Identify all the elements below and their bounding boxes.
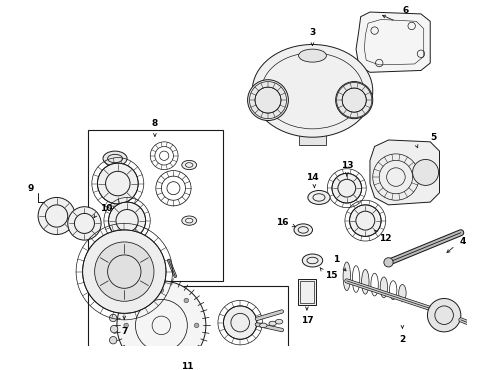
Circle shape [412,159,438,185]
Text: 5: 5 [429,133,435,142]
Circle shape [223,306,257,339]
Circle shape [194,323,198,328]
Circle shape [110,325,118,333]
Bar [88,286,288,360]
Circle shape [331,174,361,203]
Text: 14: 14 [305,172,318,182]
Circle shape [134,298,138,303]
Bar [299,281,314,303]
Ellipse shape [182,216,196,225]
Circle shape [82,230,166,313]
Circle shape [247,80,288,121]
Circle shape [97,163,138,204]
Text: 1: 1 [332,255,338,264]
Circle shape [104,292,111,299]
Circle shape [183,298,188,303]
Text: 6: 6 [401,6,408,15]
Ellipse shape [293,224,312,236]
Text: 17: 17 [300,316,313,325]
Circle shape [183,348,188,353]
Ellipse shape [130,244,150,256]
Circle shape [109,314,117,322]
Circle shape [426,299,460,332]
Ellipse shape [268,321,276,326]
Text: 3: 3 [309,28,315,37]
Ellipse shape [275,319,282,324]
Polygon shape [355,12,429,72]
Circle shape [38,198,75,235]
Ellipse shape [103,151,127,166]
Ellipse shape [302,254,322,267]
Polygon shape [369,140,439,205]
Ellipse shape [379,277,387,298]
Circle shape [335,81,372,119]
Circle shape [106,303,114,310]
Circle shape [383,258,393,267]
Text: 4: 4 [458,238,465,246]
Circle shape [159,358,164,363]
Circle shape [106,348,114,355]
Ellipse shape [259,323,267,328]
Text: 15: 15 [324,271,336,280]
Circle shape [159,288,164,292]
Text: 7: 7 [121,327,127,336]
Ellipse shape [307,191,330,204]
Circle shape [117,281,205,370]
Ellipse shape [182,160,196,169]
Ellipse shape [398,285,405,302]
Circle shape [68,207,101,240]
Bar [298,128,326,145]
Text: 10: 10 [99,204,112,213]
Text: 8: 8 [151,119,158,128]
Bar [297,279,316,305]
Ellipse shape [342,262,350,290]
Circle shape [123,323,128,328]
Circle shape [109,336,117,344]
Text: 2: 2 [398,335,405,344]
Text: 9: 9 [28,184,34,193]
Text: 11: 11 [181,362,193,370]
Ellipse shape [361,269,368,294]
Ellipse shape [298,49,326,62]
Circle shape [108,202,145,239]
Circle shape [349,205,380,236]
Text: 13: 13 [340,161,352,171]
Text: 16: 16 [275,218,287,227]
Text: 12: 12 [378,234,391,243]
Ellipse shape [252,44,372,137]
Bar [88,130,223,281]
Circle shape [134,348,138,353]
Circle shape [94,242,153,301]
